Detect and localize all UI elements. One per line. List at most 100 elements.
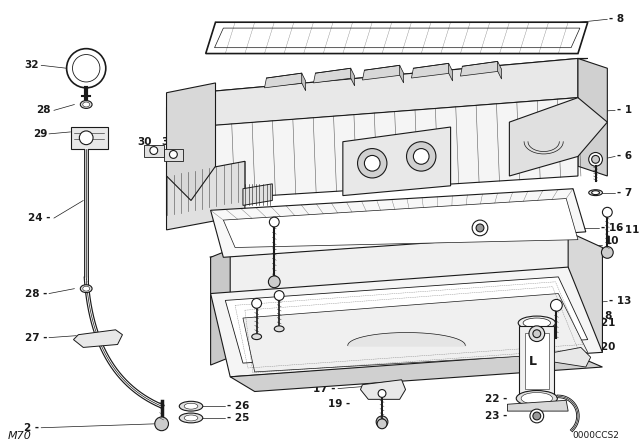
Polygon shape <box>196 58 578 127</box>
Circle shape <box>530 409 543 423</box>
Text: - 5: - 5 <box>509 235 525 245</box>
Text: - 18: - 18 <box>589 311 612 321</box>
Ellipse shape <box>184 403 198 409</box>
Text: - 16: - 16 <box>602 223 624 233</box>
Ellipse shape <box>81 100 92 108</box>
Text: 24 -: 24 - <box>28 213 51 223</box>
Polygon shape <box>519 326 554 394</box>
Text: - 26: - 26 <box>227 401 250 411</box>
Text: 28: 28 <box>36 105 51 116</box>
Text: 27 -: 27 - <box>24 332 47 343</box>
Polygon shape <box>196 58 588 93</box>
Circle shape <box>550 299 563 311</box>
Polygon shape <box>264 73 303 88</box>
Ellipse shape <box>252 334 262 340</box>
Text: M70: M70 <box>8 431 32 440</box>
Text: 2 -: 2 - <box>24 423 39 433</box>
Ellipse shape <box>480 218 519 246</box>
Circle shape <box>252 298 262 308</box>
Circle shape <box>378 390 386 397</box>
Text: 29: 29 <box>33 129 47 139</box>
Text: 4: 4 <box>210 205 218 215</box>
Circle shape <box>476 224 484 232</box>
Circle shape <box>413 149 429 164</box>
Text: 30: 30 <box>138 137 152 146</box>
Polygon shape <box>166 161 245 230</box>
Text: 0000CCS2: 0000CCS2 <box>572 431 619 440</box>
Circle shape <box>602 207 612 217</box>
Circle shape <box>364 155 380 171</box>
Polygon shape <box>164 149 183 161</box>
Polygon shape <box>449 63 452 81</box>
Text: - 12: - 12 <box>502 202 524 212</box>
Text: - 21: - 21 <box>593 318 615 328</box>
Text: 14: 14 <box>235 302 250 311</box>
Polygon shape <box>191 98 578 201</box>
Polygon shape <box>211 250 230 365</box>
Polygon shape <box>211 267 602 377</box>
Text: 10: 10 <box>604 236 619 246</box>
Polygon shape <box>351 68 355 86</box>
Polygon shape <box>166 93 191 215</box>
Circle shape <box>170 151 177 159</box>
Polygon shape <box>460 61 500 76</box>
Polygon shape <box>243 184 273 205</box>
Polygon shape <box>211 232 586 298</box>
Circle shape <box>533 330 541 338</box>
Polygon shape <box>554 348 591 367</box>
Ellipse shape <box>591 191 600 194</box>
Polygon shape <box>301 73 306 91</box>
Polygon shape <box>399 65 404 83</box>
Circle shape <box>377 419 387 429</box>
Polygon shape <box>360 380 406 399</box>
Circle shape <box>589 152 602 166</box>
Ellipse shape <box>83 286 90 291</box>
Polygon shape <box>508 401 568 411</box>
Text: 17 -: 17 - <box>312 383 335 393</box>
Circle shape <box>376 416 388 428</box>
Circle shape <box>150 146 157 155</box>
Text: 3: 3 <box>206 181 214 191</box>
Circle shape <box>268 276 280 288</box>
Polygon shape <box>225 277 588 363</box>
Polygon shape <box>568 232 602 352</box>
Ellipse shape <box>521 392 552 404</box>
Circle shape <box>602 246 613 258</box>
Text: - 13: - 13 <box>609 297 632 306</box>
Circle shape <box>275 291 284 301</box>
Polygon shape <box>578 58 607 176</box>
Ellipse shape <box>179 401 203 411</box>
Polygon shape <box>223 198 578 247</box>
Ellipse shape <box>81 285 92 293</box>
Polygon shape <box>74 330 122 348</box>
Text: - 7: - 7 <box>617 188 632 198</box>
Circle shape <box>591 155 600 163</box>
Text: 9: 9 <box>246 259 253 269</box>
Polygon shape <box>314 68 353 83</box>
Circle shape <box>472 220 488 236</box>
Ellipse shape <box>275 326 284 332</box>
Text: - 1: - 1 <box>617 105 632 116</box>
Ellipse shape <box>179 413 203 423</box>
Polygon shape <box>70 127 108 149</box>
Ellipse shape <box>523 318 550 328</box>
Circle shape <box>67 49 106 88</box>
Text: 32: 32 <box>25 60 39 70</box>
Circle shape <box>79 131 93 145</box>
Circle shape <box>269 217 279 227</box>
Polygon shape <box>230 352 602 392</box>
Text: - 25: - 25 <box>227 413 250 423</box>
Text: 15: 15 <box>219 313 233 323</box>
Circle shape <box>533 412 541 420</box>
Text: L: L <box>529 355 537 368</box>
Polygon shape <box>412 63 451 78</box>
Polygon shape <box>343 127 451 196</box>
Polygon shape <box>166 83 216 201</box>
Circle shape <box>406 142 436 171</box>
Circle shape <box>155 417 168 431</box>
Polygon shape <box>211 189 586 257</box>
Polygon shape <box>205 22 588 54</box>
Text: 19 -: 19 - <box>328 399 351 409</box>
Polygon shape <box>509 98 607 176</box>
Text: 23 -: 23 - <box>485 411 508 421</box>
